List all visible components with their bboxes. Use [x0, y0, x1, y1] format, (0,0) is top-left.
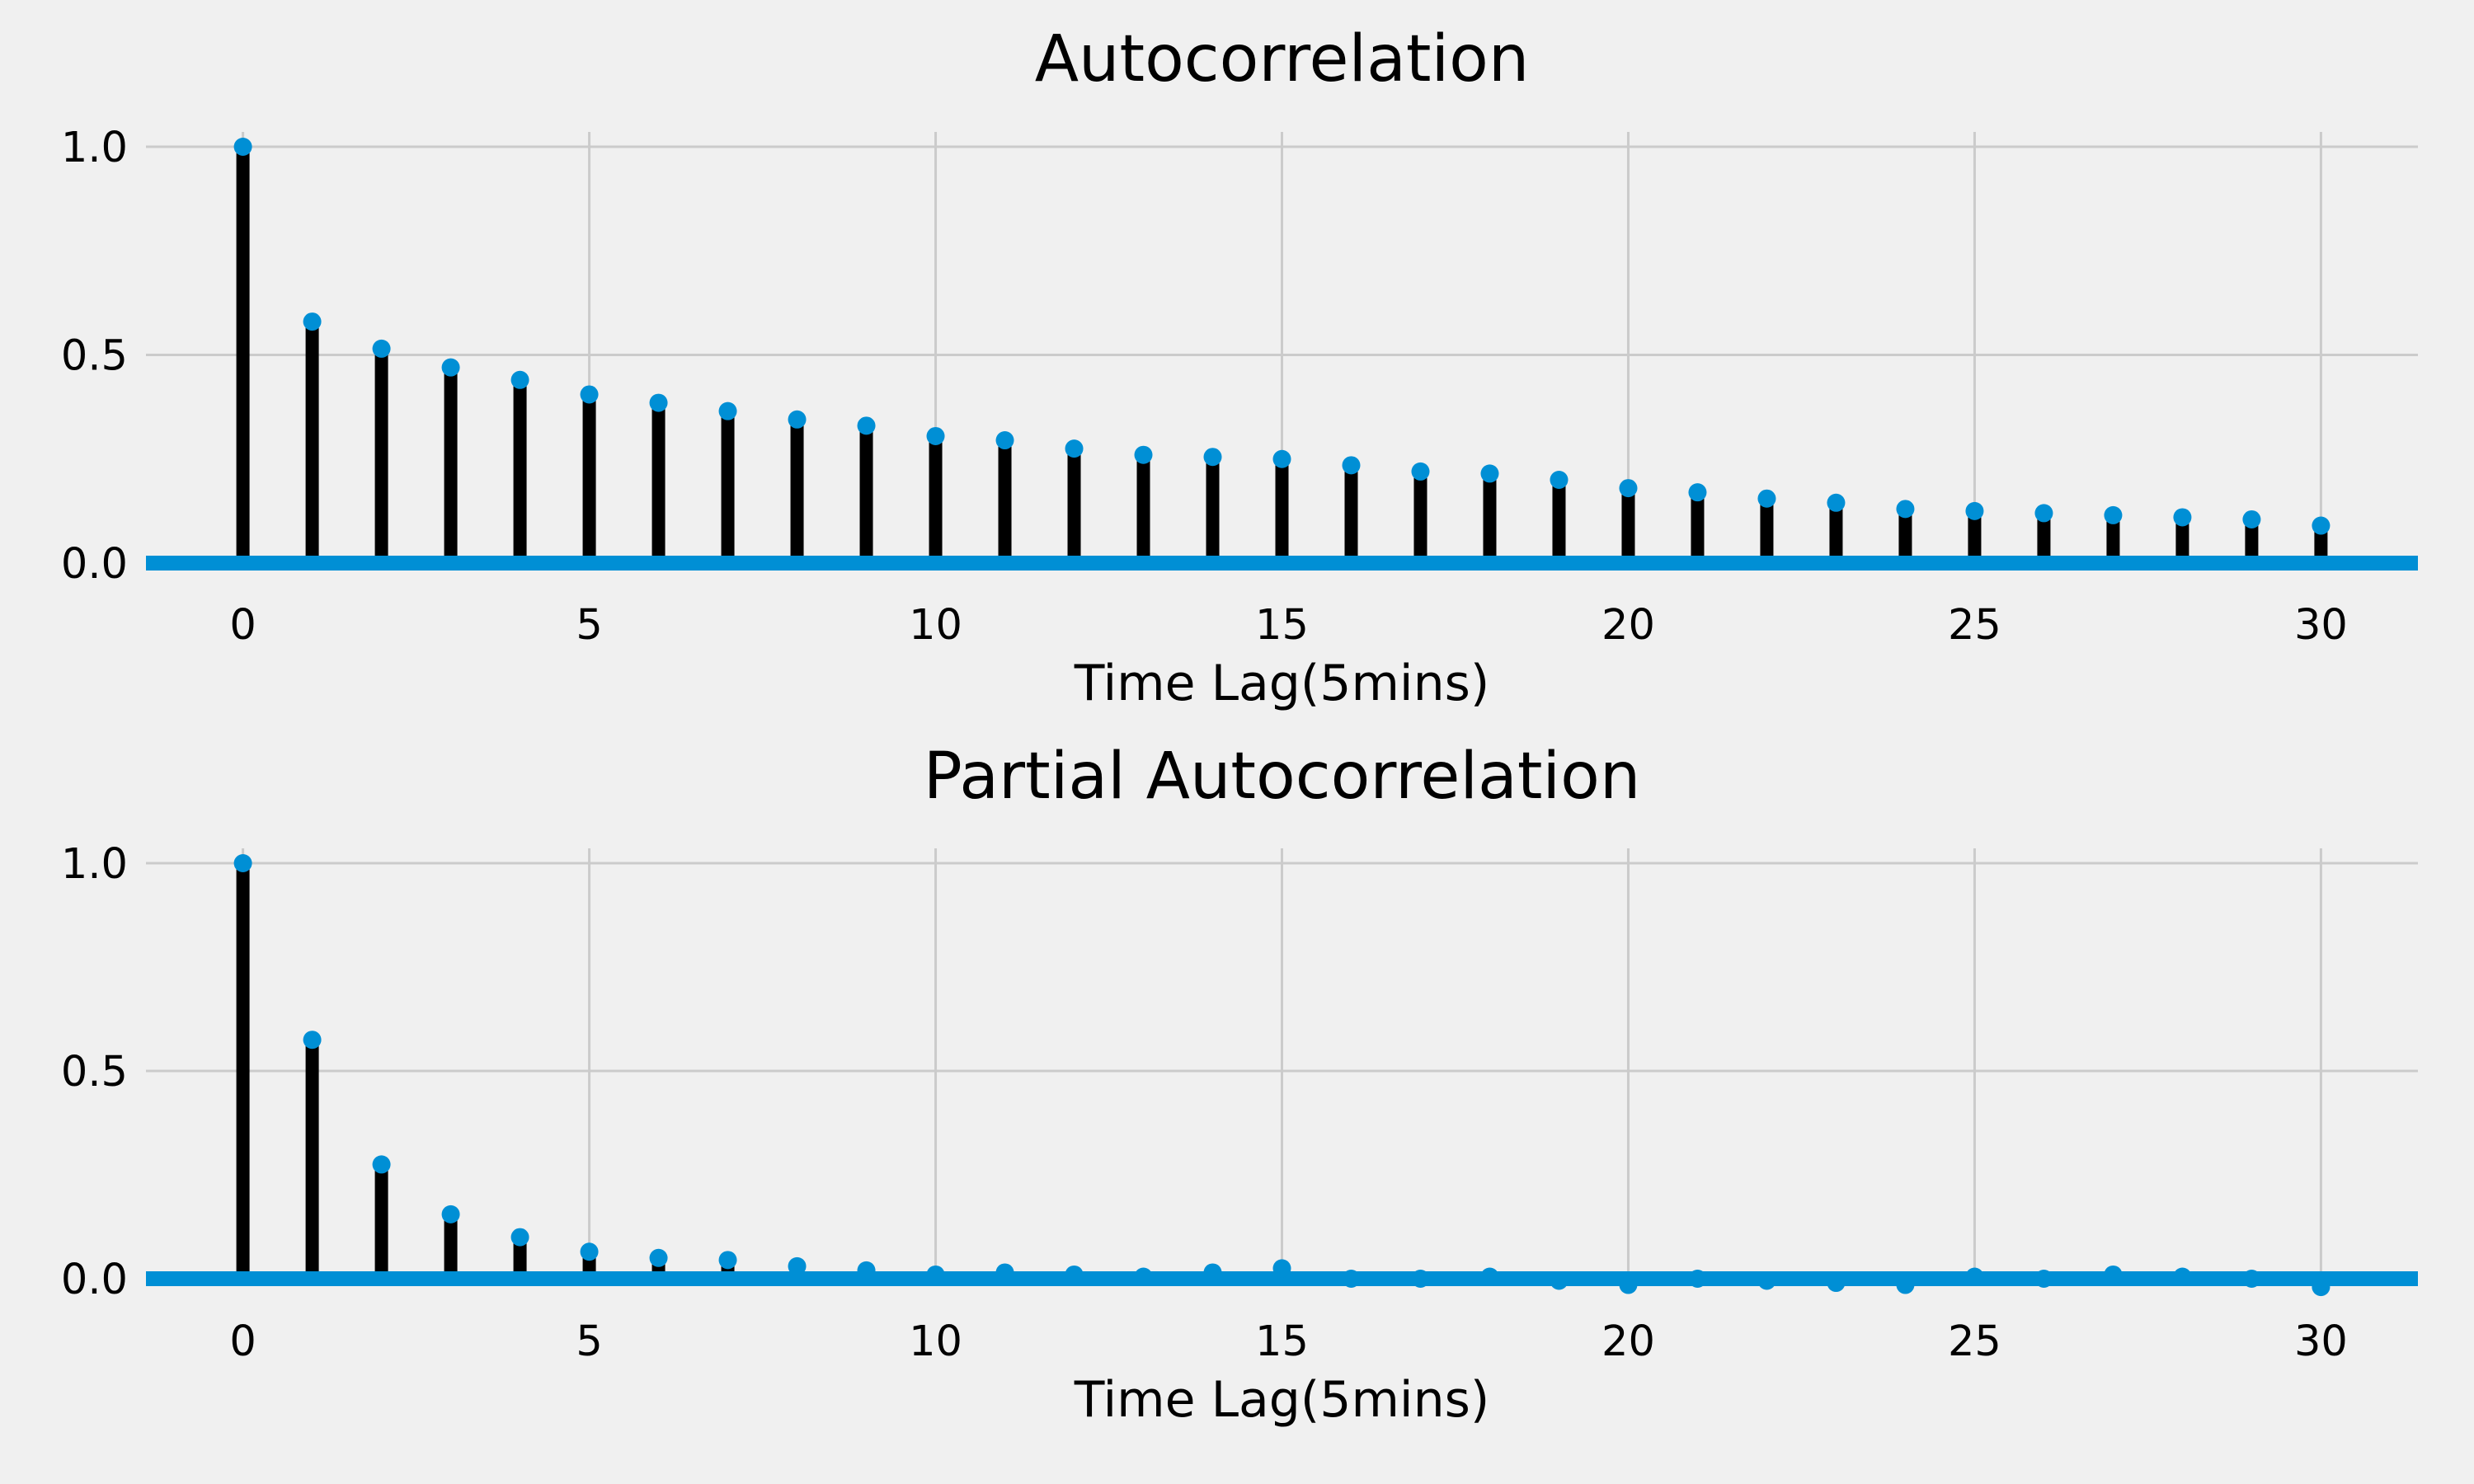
stem-marker	[1619, 1275, 1638, 1294]
stem-marker	[926, 1265, 945, 1284]
stem-marker	[1827, 493, 1846, 512]
stem-marker	[580, 385, 599, 404]
stem-marker	[1065, 439, 1084, 458]
stem-marker	[1342, 1270, 1361, 1288]
stem-marker	[1896, 500, 1915, 519]
stem-marker	[1480, 464, 1499, 483]
stem-marker	[1272, 1259, 1291, 1278]
stem-marker	[1134, 1267, 1153, 1286]
stem-marker	[1203, 448, 1222, 467]
stem-marker	[1550, 1271, 1569, 1290]
stem-marker	[857, 1261, 876, 1280]
chart-panel-1: 0 5 10 15 20 25 30 0.0 0.5 1.0 Autocorrelation Time…	[61, 22, 2418, 712]
stem-marker	[1203, 1263, 1222, 1282]
x-tick-label: 15	[1255, 1317, 1309, 1366]
stem-marker	[1827, 1274, 1846, 1293]
chart-title: Autocorrelation	[1035, 22, 1530, 96]
stem-marker	[510, 1228, 529, 1247]
stem-marker	[2104, 505, 2123, 524]
stem-marker	[2034, 1270, 2053, 1288]
stem-marker	[995, 1263, 1014, 1282]
chart-title: Partial Autocorrelation	[924, 740, 1641, 814]
x-tick-label: 20	[1602, 601, 1655, 650]
x-tick-label: 5	[576, 1317, 602, 1366]
stem-marker	[1065, 1265, 1084, 1284]
stem-marker	[718, 1251, 737, 1270]
stem-marker	[2312, 516, 2331, 535]
x-tick-label: 20	[1602, 1317, 1655, 1366]
stem-marker	[1411, 1270, 1430, 1288]
stem-marker	[441, 1205, 460, 1223]
stem-marker	[649, 1248, 668, 1267]
stem-marker	[580, 1242, 599, 1261]
stem-marker	[1550, 471, 1569, 489]
stem-marker	[1896, 1275, 1915, 1294]
stem-marker	[926, 426, 945, 445]
stem-marker	[2173, 508, 2192, 527]
x-tick-label: 10	[909, 1317, 962, 1366]
y-tick-label: 0.0	[61, 540, 128, 589]
stem-marker	[1411, 462, 1430, 481]
x-tick-label: 5	[576, 601, 602, 650]
stem-marker	[1688, 483, 1707, 502]
chart-panel-2: 0 5 10 15 20 25 30 0.0 0.5 1.0 Partial Autocorrela…	[61, 740, 2418, 1429]
stem-marker	[2104, 1265, 2123, 1284]
x-tick-label: 25	[1948, 1317, 2001, 1366]
x-tick-label: 15	[1255, 601, 1309, 650]
x-tick-label: 0	[229, 601, 256, 650]
stem-marker	[1480, 1267, 1499, 1286]
stem-marker	[857, 416, 876, 435]
stem-marker	[1757, 489, 1776, 508]
stem-marker	[649, 393, 668, 412]
x-tick-label: 25	[1948, 601, 2001, 650]
stem-marker	[2173, 1267, 2192, 1286]
stem-marker	[2242, 510, 2261, 528]
x-axis-label: Time Lag(5mins)	[1074, 655, 1490, 712]
stem-marker	[995, 431, 1014, 450]
stem-marker	[510, 370, 529, 389]
stem-marker	[1272, 449, 1291, 468]
y-tick-label: 1.0	[61, 124, 128, 172]
stem-marker	[372, 1155, 391, 1174]
stem-marker	[1965, 501, 1984, 520]
y-tick-label: 0.5	[61, 1048, 128, 1097]
stem-marker	[372, 339, 391, 358]
stem-marker	[233, 854, 252, 872]
x-tick-label: 10	[909, 601, 962, 650]
stem-marker	[303, 312, 322, 331]
x-axis-label: Time Lag(5mins)	[1074, 1371, 1490, 1429]
stem-marker	[1757, 1271, 1776, 1290]
y-tick-label: 1.0	[61, 840, 128, 889]
stem-marker	[2312, 1278, 2331, 1297]
stem-marker	[441, 358, 460, 377]
x-tick-label: 30	[2294, 601, 2348, 650]
stem-marker	[718, 402, 737, 420]
stem-marker	[1619, 479, 1638, 498]
stem-marker	[1688, 1270, 1707, 1288]
stem-marker	[2034, 504, 2053, 523]
stem-marker	[1134, 445, 1153, 464]
stem-marker	[1965, 1267, 1984, 1286]
stem-marker	[788, 1256, 807, 1275]
stem-marker	[303, 1031, 322, 1050]
stem-marker	[788, 410, 807, 429]
y-tick-label: 0.5	[61, 332, 128, 381]
stem-marker	[233, 138, 252, 156]
x-tick-label: 0	[229, 1317, 256, 1366]
y-tick-label: 0.0	[61, 1256, 128, 1304]
x-tick-label: 30	[2294, 1317, 2348, 1366]
stem-marker	[1342, 456, 1361, 475]
stem-marker	[2242, 1270, 2261, 1288]
